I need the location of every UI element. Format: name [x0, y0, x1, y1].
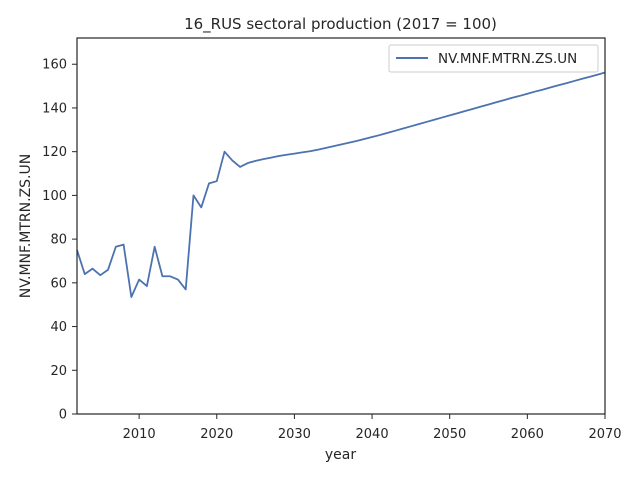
axes-frame — [76, 37, 606, 415]
y-tick-label: 160 — [42, 58, 67, 73]
y-tick-label: 0 — [59, 408, 67, 423]
x-tick-label: 2030 — [278, 427, 311, 442]
y-axis-label: NV.MNF.MTRN.ZS.UN — [18, 154, 34, 298]
y-tick-label: 100 — [42, 189, 67, 204]
plot-area: 2010 2020 2030 2040 2050 2060 2070020406080100… — [42, 37, 622, 442]
series-line-0 — [76, 71, 606, 298]
y-tick-label: 120 — [42, 145, 67, 160]
x-tick-label: 2050 — [433, 427, 466, 442]
y-tick-label: 40 — [50, 320, 67, 335]
x-tick-label: 2040 — [356, 427, 389, 442]
chart-title: 16_RUS sectoral production (2017 = 100) — [184, 15, 497, 34]
x-tick-label: 2070 — [588, 427, 621, 442]
y-tick-label: 80 — [50, 233, 67, 248]
legend-box — [388, 44, 599, 73]
x-tick-label: 2060 — [511, 427, 544, 442]
x-tick-label: 2020 — [200, 427, 233, 442]
y-tick-label: 140 — [42, 101, 67, 116]
y-tick-label: 60 — [50, 276, 67, 291]
x-tick-label: 2010 — [123, 427, 156, 442]
y-tick-label: 20 — [50, 364, 67, 379]
legend: NV.MNF.MTRN.ZS.UN — [388, 44, 599, 73]
x-axis-label: year — [325, 447, 356, 463]
legend-series-label: NV.MNF.MTRN.ZS.UN — [438, 51, 577, 67]
